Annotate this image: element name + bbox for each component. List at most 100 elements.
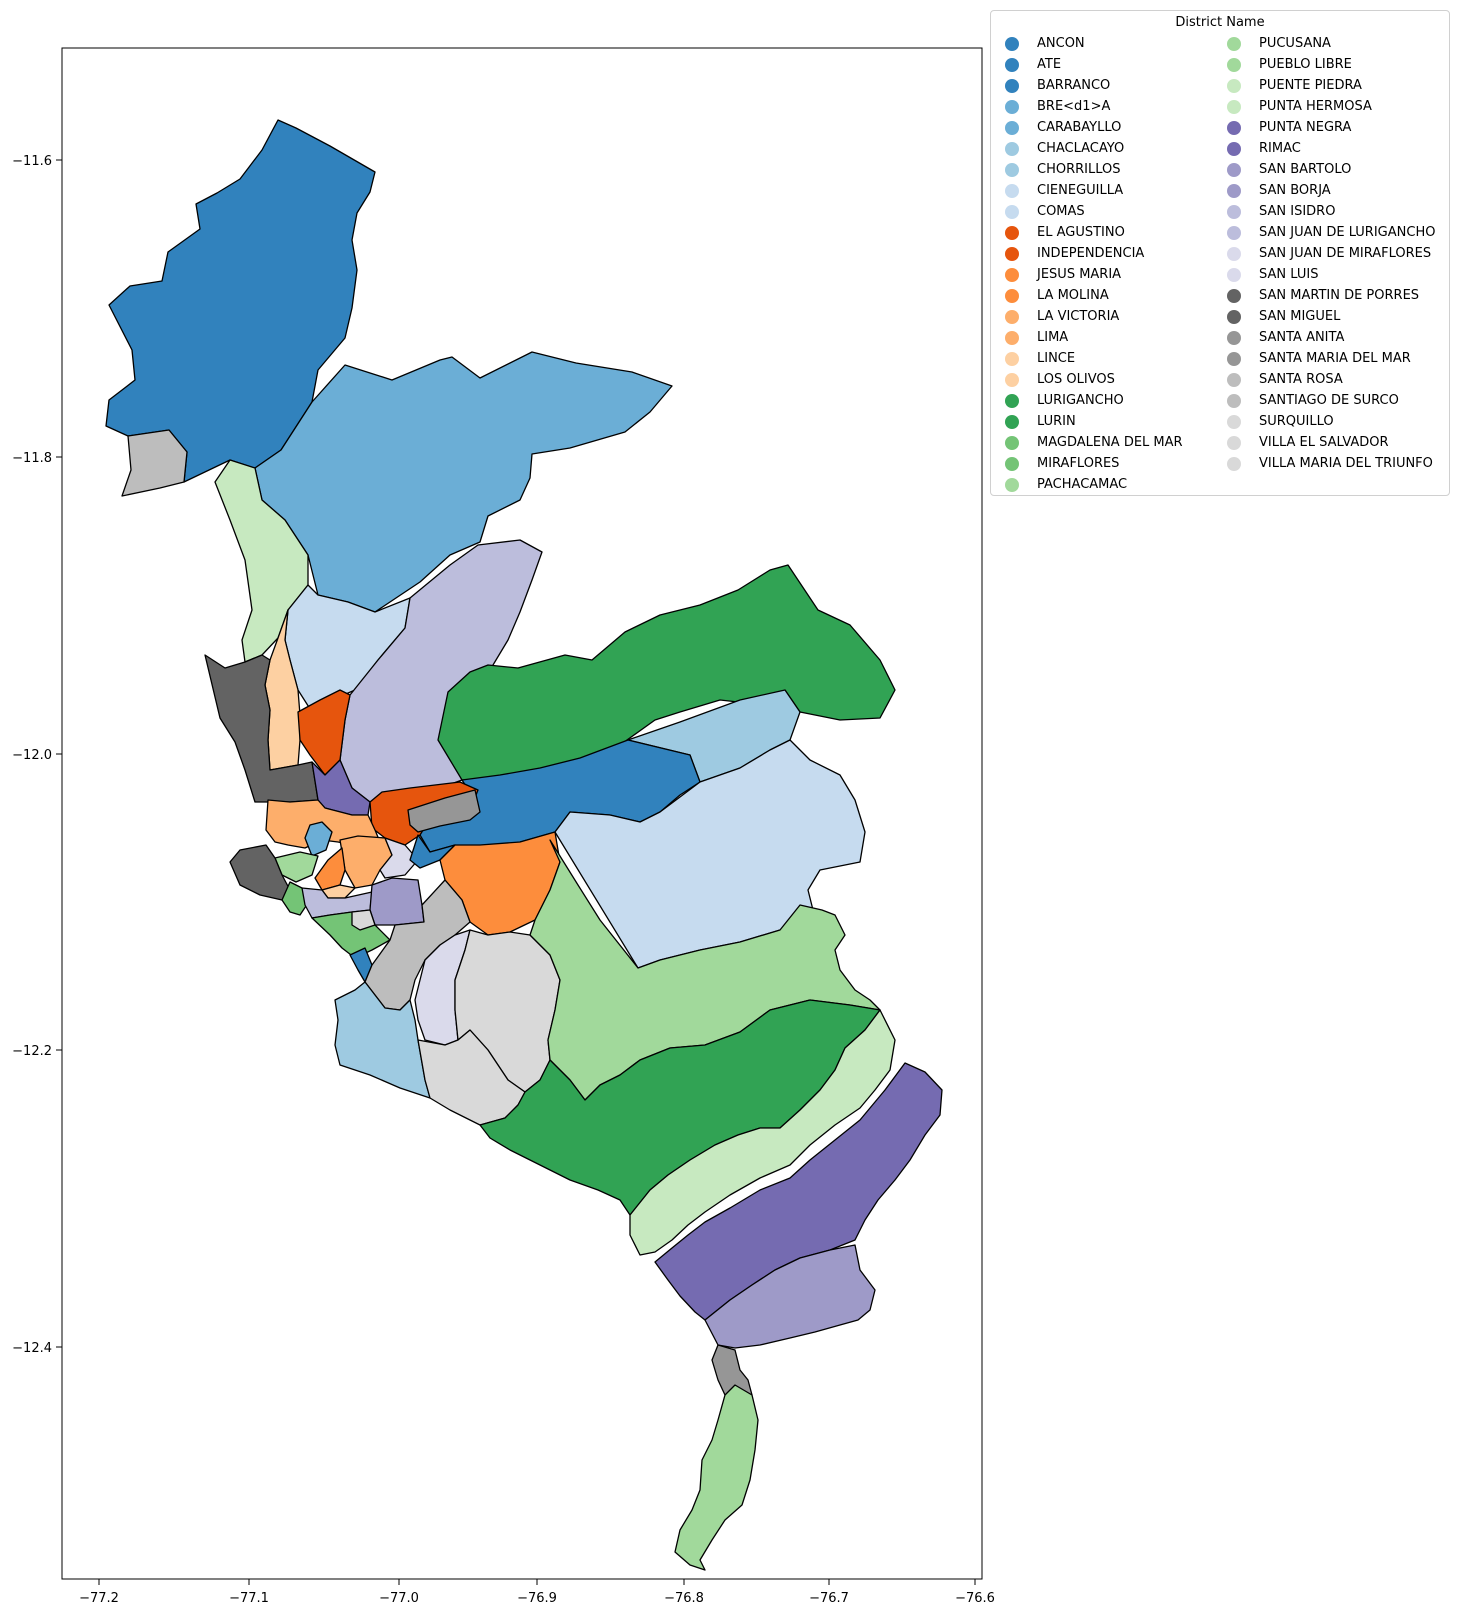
legend-label: INDEPENDENCIA — [1037, 246, 1145, 261]
legend-swatch — [1227, 309, 1241, 324]
legend-label: SAN JUAN DE LURIGANCHO — [1259, 225, 1436, 240]
legend-item: JESUS MARIA — [1005, 264, 1121, 285]
district-santa-rosa[interactable] — [121, 429, 188, 497]
legend-swatch — [1005, 246, 1019, 261]
legend-label: RIMAC — [1259, 141, 1301, 156]
legend-swatch — [1005, 99, 1019, 114]
legend-swatch — [1005, 225, 1019, 240]
legend-item: INDEPENDENCIA — [1005, 243, 1144, 264]
legend-item: SURQUILLO — [1227, 411, 1334, 432]
legend-swatch — [1005, 330, 1019, 345]
legend-label: LINCE — [1037, 351, 1076, 366]
legend-label: ANCON — [1037, 36, 1085, 51]
legend-swatch — [1227, 225, 1241, 240]
y-tick-label: −12.0 — [12, 748, 52, 763]
legend-label: CIENEGUILLA — [1037, 183, 1124, 198]
legend-swatch — [1227, 267, 1241, 282]
district-pucusana[interactable] — [674, 1384, 759, 1571]
legend-swatch — [1005, 456, 1019, 471]
legend-label: CHORRILLOS — [1037, 162, 1121, 177]
legend-item: MAGDALENA DEL MAR — [1005, 432, 1183, 453]
legend-label: LURIGANCHO — [1037, 393, 1124, 408]
district-punta-hermosa[interactable] — [629, 1009, 896, 1256]
legend-label: CARABAYLLO — [1037, 120, 1122, 135]
legend-item: CARABAYLLO — [1005, 117, 1121, 138]
legend-item: SAN JUAN DE MIRAFLORES — [1227, 243, 1431, 264]
legend-swatch — [1005, 36, 1019, 51]
legend-item: MIRAFLORES — [1005, 453, 1119, 474]
district-polygons — [105, 119, 943, 1571]
legend-item: PUENTE PIEDRA — [1227, 75, 1362, 96]
legend-label: BRE<d1>A — [1037, 99, 1111, 114]
legend-label: VILLA MARIA DEL TRIUNFO — [1259, 456, 1433, 471]
legend-swatch — [1227, 99, 1241, 114]
legend-label: PUCUSANA — [1259, 36, 1331, 51]
district-santa-anita[interactable] — [407, 789, 481, 833]
legend-swatch — [1227, 120, 1241, 135]
legend-item: BARRANCO — [1005, 75, 1110, 96]
legend-swatch — [1005, 288, 1019, 303]
legend-swatch — [1227, 372, 1241, 387]
legend-label: ATE — [1037, 57, 1062, 72]
legend-label: PUNTA NEGRA — [1259, 120, 1352, 135]
legend-item: SAN LUIS — [1227, 264, 1318, 285]
legend-item: CHORRILLOS — [1005, 159, 1121, 180]
legend-item: CIENEGUILLA — [1005, 180, 1123, 201]
legend-label: SAN MARTIN DE PORRES — [1259, 288, 1420, 303]
legend-item: EL AGUSTINO — [1005, 222, 1125, 243]
legend-item: SANTA MARIA DEL MAR — [1227, 348, 1411, 369]
x-tick-labels: −77.2 −77.1 −77.0 −76.9 −76.8 −76.7 −76.… — [79, 1591, 995, 1606]
legend-item: LA VICTORIA — [1005, 306, 1119, 327]
legend-label: MIRAFLORES — [1037, 456, 1120, 471]
legend-label: MAGDALENA DEL MAR — [1037, 435, 1183, 450]
legend-label: SAN BARTOLO — [1259, 162, 1352, 177]
district-san-borja[interactable] — [369, 877, 425, 926]
district-san-bartolo[interactable] — [704, 1244, 876, 1349]
legend-label: PUEBLO LIBRE — [1259, 57, 1352, 72]
legend-label: SANTA ANITA — [1259, 330, 1345, 345]
legend-swatch — [1005, 351, 1019, 366]
district-san-luis[interactable] — [379, 837, 419, 879]
district-independencia[interactable] — [297, 689, 351, 776]
legend-swatch — [1005, 267, 1019, 282]
legend-label: BARRANCO — [1037, 78, 1111, 93]
legend-item: VILLA EL SALVADOR — [1227, 432, 1389, 453]
x-axis — [98, 1579, 976, 1585]
x-tick-label: −76.7 — [809, 1591, 849, 1606]
legend-item: PUCUSANA — [1227, 33, 1331, 54]
legend-label: LA VICTORIA — [1037, 309, 1120, 324]
legend-item: COMAS — [1005, 201, 1085, 222]
legend-label: LA MOLINA — [1037, 288, 1109, 303]
legend-item: PUNTA NEGRA — [1227, 117, 1351, 138]
legend-item: PUEBLO LIBRE — [1227, 54, 1352, 75]
legend-label: VILLA EL SALVADOR — [1259, 435, 1389, 450]
legend-swatch — [1227, 183, 1241, 198]
legend-swatch — [1227, 435, 1241, 450]
legend-title: District Name — [1175, 15, 1265, 30]
legend-swatch — [1005, 414, 1019, 429]
legend-item: ATE — [1005, 54, 1061, 75]
x-tick-label: −77.2 — [79, 1591, 119, 1606]
x-tick-label: −77.0 — [379, 1591, 419, 1606]
legend-item: SAN BARTOLO — [1227, 159, 1351, 180]
legend-swatch — [1227, 393, 1241, 408]
district-surquillo[interactable] — [351, 909, 376, 931]
legend-swatch — [1227, 204, 1241, 219]
legend-swatch — [1005, 78, 1019, 93]
legend-swatch — [1005, 162, 1019, 177]
legend-label: SAN BORJA — [1259, 183, 1331, 198]
district-san-miguel[interactable] — [229, 844, 291, 901]
district-brena[interactable] — [304, 821, 333, 857]
legend-label: SANTIAGO DE SURCO — [1259, 393, 1399, 408]
district-smp[interactable] — [204, 654, 319, 803]
legend-swatch — [1005, 372, 1019, 387]
legend-item: LA MOLINA — [1005, 285, 1109, 306]
legend-swatch — [1005, 204, 1019, 219]
legend-label: SANTA ROSA — [1259, 372, 1343, 387]
x-tick-label: −77.1 — [229, 1591, 269, 1606]
legend-swatch — [1227, 36, 1241, 51]
legend: District Name ANCON ATE BARRANCO BRE<d1>A CA… — [990, 10, 1450, 496]
legend-swatch — [1005, 393, 1019, 408]
district-jesus-maria[interactable] — [314, 847, 346, 891]
